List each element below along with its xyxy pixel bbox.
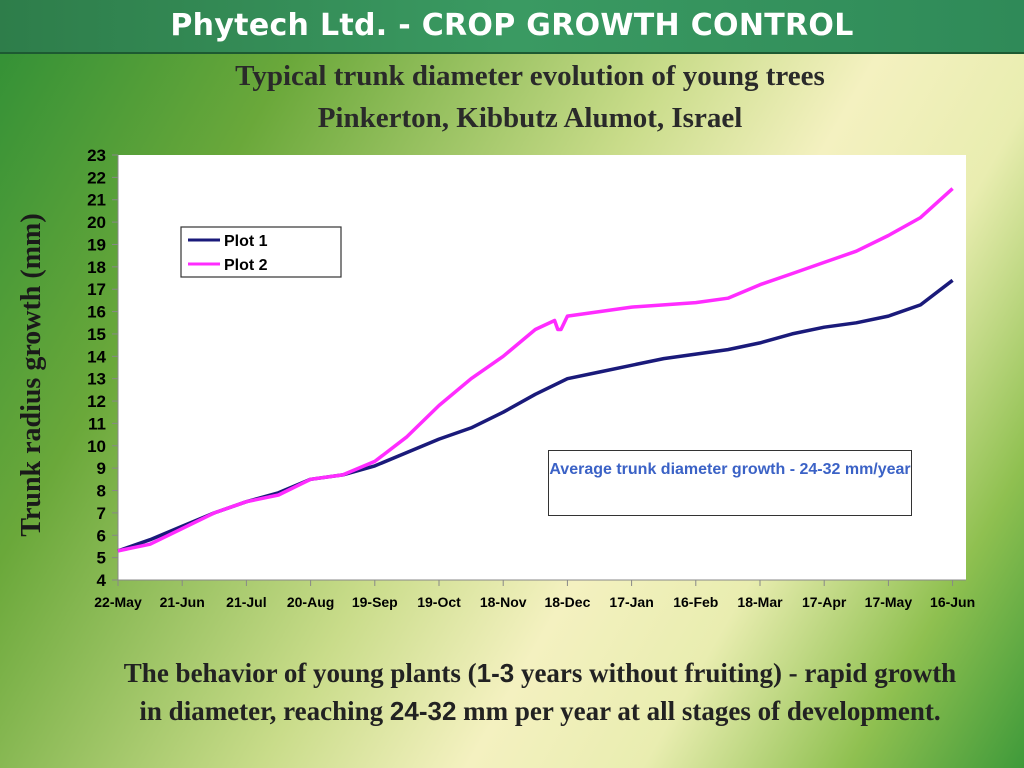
y-tick-label: 11	[88, 414, 106, 433]
x-tick-label: 21-Jul	[226, 594, 266, 610]
x-tick-label: 17-May	[865, 594, 913, 610]
footer-highlight-years: 1-3	[476, 658, 515, 688]
series-line-plot-2	[117, 187, 954, 553]
annotation-text: Average trunk diameter growth - 24-32 mm…	[549, 461, 911, 478]
x-tick-label: 16-Feb	[673, 594, 718, 610]
legend: Plot 1 Plot 2	[180, 226, 342, 278]
y-tick-label: 14	[87, 347, 106, 366]
plot-area	[118, 155, 966, 580]
y-tick-label: 5	[97, 549, 106, 568]
legend-label-plot-2: Plot 2	[224, 257, 268, 274]
chart-subtitle: Pinkerton, Kibbutz Alumot, Israel	[317, 102, 743, 134]
x-tick-label: 19-Sep	[352, 594, 398, 610]
y-tick-label: 22	[87, 168, 106, 187]
annotation-box: Average trunk diameter growth - 24-32 mm…	[548, 450, 912, 516]
y-tick-label: 9	[97, 459, 106, 478]
x-tick-label: 17-Jan	[609, 594, 653, 610]
footer-caption: The behavior of young plants (1-3 years …	[120, 654, 960, 730]
footer-highlight-mm: 24-32	[389, 696, 457, 726]
y-tick-label: 23	[87, 146, 106, 165]
y-tick-label: 4	[97, 571, 107, 590]
y-tick-label: 8	[97, 482, 106, 501]
header-banner: Phytech Ltd. - CROP GROWTH CONTROL	[0, 0, 1024, 54]
y-tick-label: 6	[97, 526, 106, 545]
banner-title: Phytech Ltd. - CROP GROWTH CONTROL	[170, 8, 854, 43]
x-tick-label: 20-Aug	[287, 594, 334, 610]
x-tick-label: 17-Apr	[802, 594, 847, 610]
y-tick-label: 18	[87, 258, 106, 277]
x-tick-label: 18-Nov	[480, 594, 527, 610]
chart-title: Typical trunk diameter evolution of youn…	[235, 60, 825, 92]
y-axis-label: Trunk radius growth (mm)	[16, 213, 47, 536]
y-tick-label: 17	[87, 280, 106, 299]
y-tick-label: 15	[87, 325, 106, 344]
x-tick-label: 18-Dec	[544, 594, 590, 610]
y-tick-label: 19	[87, 235, 106, 254]
x-tick-label: 21-Jun	[160, 594, 205, 610]
y-tick-label: 16	[87, 303, 106, 322]
y-tick-label: 12	[87, 392, 106, 411]
y-tick-label: 13	[87, 370, 106, 389]
x-tick-label: 18-Mar	[737, 594, 783, 610]
x-tick-label: 22-May	[94, 594, 142, 610]
footer-part-3: mm per year at all stages of development…	[456, 696, 941, 726]
footer-part-1: The behavior of young plants (	[123, 658, 477, 688]
x-tick-label: 16-Jun	[930, 594, 975, 610]
legend-label-plot-1: Plot 1	[224, 233, 268, 250]
legend-box	[180, 226, 342, 278]
footer-part-2: years without fruiting) - rapid growth i…	[139, 658, 957, 726]
y-tick-label: 21	[87, 191, 106, 210]
y-tick-label: 10	[87, 437, 106, 456]
y-tick-label: 7	[97, 504, 106, 523]
y-tick-label: 20	[87, 213, 106, 232]
x-tick-label: 19-Oct	[417, 594, 461, 610]
